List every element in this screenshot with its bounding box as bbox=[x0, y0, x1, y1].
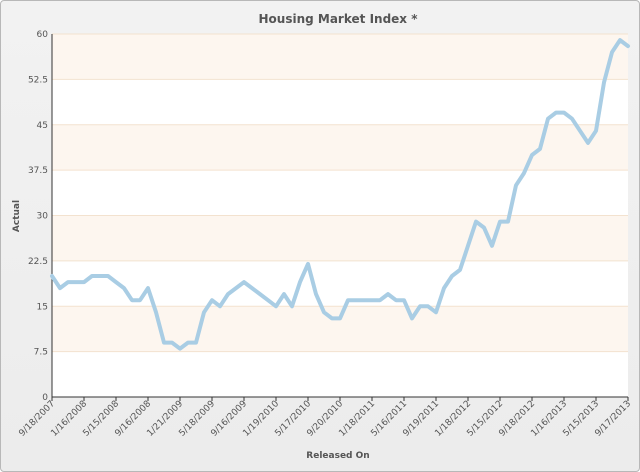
data-point bbox=[74, 280, 78, 284]
y-tick-label: 22.5 bbox=[28, 257, 48, 267]
data-point bbox=[330, 317, 334, 320]
axes bbox=[51, 34, 629, 401]
data-point bbox=[226, 292, 230, 296]
plot-band bbox=[52, 215, 628, 261]
data-point bbox=[106, 274, 110, 278]
data-point bbox=[194, 341, 198, 344]
data-point bbox=[594, 129, 598, 132]
y-tick-label: 37.5 bbox=[28, 166, 48, 176]
data-point bbox=[314, 292, 318, 296]
data-point bbox=[130, 299, 134, 302]
y-tick-label: 60 bbox=[37, 30, 49, 40]
y-axis-title: Actual bbox=[12, 200, 22, 232]
plot-band bbox=[52, 79, 628, 125]
data-point bbox=[554, 111, 558, 114]
plot-band bbox=[52, 351, 628, 397]
data-point bbox=[82, 280, 86, 284]
y-tick-label: 52.5 bbox=[28, 75, 48, 85]
data-point bbox=[514, 184, 518, 187]
y-tick-label: 45 bbox=[37, 121, 48, 131]
data-point bbox=[626, 44, 630, 48]
data-point bbox=[450, 274, 454, 278]
data-point bbox=[522, 171, 526, 175]
data-point bbox=[266, 299, 270, 302]
data-point bbox=[154, 311, 158, 314]
data-point bbox=[178, 347, 182, 350]
data-point bbox=[562, 111, 566, 114]
data-point bbox=[370, 299, 374, 302]
data-point bbox=[546, 117, 550, 120]
data-point bbox=[434, 311, 438, 314]
data-point bbox=[498, 220, 502, 223]
data-point bbox=[282, 292, 286, 296]
data-point bbox=[50, 274, 54, 278]
data-point bbox=[426, 305, 430, 308]
data-point bbox=[258, 292, 262, 296]
data-point bbox=[170, 341, 174, 344]
data-point bbox=[354, 299, 358, 302]
x-axis-title: Released On bbox=[306, 451, 369, 461]
data-point bbox=[298, 280, 302, 284]
data-point bbox=[386, 292, 390, 296]
data-point bbox=[338, 317, 342, 320]
data-point bbox=[474, 220, 478, 223]
data-point bbox=[618, 38, 622, 42]
data-point bbox=[98, 274, 102, 278]
plot-band bbox=[52, 124, 628, 171]
data-point bbox=[466, 244, 470, 247]
y-tick-label: 7.5 bbox=[34, 348, 48, 358]
data-point bbox=[66, 280, 70, 284]
data-point bbox=[306, 262, 310, 266]
data-point bbox=[114, 280, 118, 284]
data-point bbox=[290, 305, 294, 308]
data-point bbox=[218, 305, 222, 308]
plot-band bbox=[52, 306, 628, 352]
y-tick-labels: 0 7.5 15 22.5 30 37.5 45 52.5 60 bbox=[28, 30, 48, 403]
data-point bbox=[274, 305, 278, 308]
data-point bbox=[202, 311, 206, 314]
data-point bbox=[362, 299, 366, 302]
plot-band bbox=[52, 170, 628, 216]
data-point bbox=[586, 141, 590, 145]
data-point bbox=[506, 220, 510, 223]
data-point bbox=[346, 299, 350, 302]
chart-title: Housing Market Index * bbox=[259, 12, 419, 26]
data-point bbox=[138, 299, 142, 302]
data-point bbox=[394, 299, 398, 302]
data-point bbox=[410, 317, 414, 320]
data-point bbox=[458, 268, 462, 272]
plot-band bbox=[52, 260, 628, 307]
data-point bbox=[146, 286, 150, 290]
data-point bbox=[418, 305, 422, 308]
data-point bbox=[530, 153, 534, 157]
data-point bbox=[186, 341, 190, 344]
data-point bbox=[402, 299, 406, 302]
data-point bbox=[378, 299, 382, 302]
plot-bands bbox=[52, 34, 628, 397]
data-point bbox=[322, 311, 326, 314]
data-point bbox=[442, 286, 446, 290]
data-point bbox=[122, 286, 126, 290]
data-point bbox=[610, 50, 614, 54]
data-point bbox=[570, 117, 574, 120]
data-point bbox=[578, 129, 582, 132]
data-point bbox=[58, 286, 62, 290]
data-point bbox=[162, 341, 166, 344]
data-point bbox=[242, 280, 246, 284]
y-tick-label: 0 bbox=[42, 393, 48, 403]
data-point bbox=[482, 226, 486, 229]
data-point bbox=[538, 147, 542, 151]
data-point bbox=[210, 299, 214, 302]
series-layer bbox=[50, 38, 630, 351]
data-point bbox=[234, 286, 238, 290]
x-tick-labels: 9/18/20071/16/20085/15/20089/16/20081/21… bbox=[17, 399, 633, 439]
y-tick-label: 15 bbox=[37, 302, 48, 312]
plot-band bbox=[52, 34, 628, 80]
data-point bbox=[250, 286, 254, 290]
y-tick-label: 30 bbox=[37, 212, 49, 222]
data-point bbox=[602, 81, 606, 84]
data-point bbox=[490, 244, 494, 247]
data-point bbox=[90, 274, 94, 278]
